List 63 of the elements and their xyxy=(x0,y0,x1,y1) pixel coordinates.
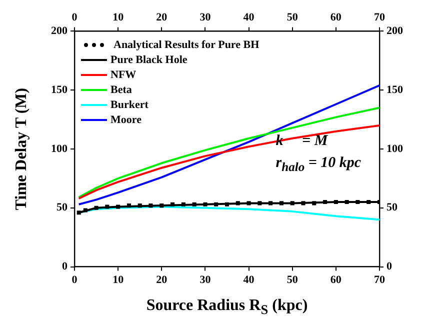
y2-tick-label: 0 xyxy=(386,260,392,273)
point xyxy=(83,208,88,212)
point xyxy=(94,206,98,210)
y-tick-label: 50 xyxy=(56,202,68,214)
legend-label: Beta xyxy=(110,84,132,96)
point xyxy=(76,210,81,215)
point xyxy=(214,202,218,206)
x2-tick-label: 60 xyxy=(330,11,342,24)
point xyxy=(344,200,349,204)
legend-label: Burkert xyxy=(110,98,148,111)
legend-label: Analytical Results for Pure BH xyxy=(114,38,260,51)
y-tick-label: 200 xyxy=(51,25,68,38)
annotation: r$_{halo}$ = 10 kpc xyxy=(276,154,362,174)
x-tick-label: 40 xyxy=(243,274,255,286)
point xyxy=(279,201,284,206)
y2-tick-label: 150 xyxy=(386,84,404,96)
x2-tick-label: 30 xyxy=(200,11,212,24)
point xyxy=(323,200,328,204)
point xyxy=(138,204,142,208)
x-tick-label: 60 xyxy=(330,274,342,286)
point xyxy=(105,204,110,209)
point xyxy=(116,204,120,209)
point xyxy=(334,200,338,204)
x2-tick-label: 50 xyxy=(286,11,298,24)
point xyxy=(301,201,306,206)
legend-label: Pure Black Hole xyxy=(110,54,188,66)
y-axis-title: Time Delay T (M) xyxy=(13,88,31,210)
point xyxy=(268,201,273,206)
point xyxy=(246,201,251,206)
y-tick-label: 100 xyxy=(51,142,68,155)
y2-tick-label: 200 xyxy=(386,25,404,38)
point xyxy=(258,201,262,206)
point xyxy=(203,202,208,206)
point xyxy=(192,202,196,206)
x-tick-label: 70 xyxy=(374,274,386,286)
y2-tick-label: 100 xyxy=(386,142,404,155)
point xyxy=(224,202,230,206)
point xyxy=(356,200,360,204)
point xyxy=(236,201,240,206)
point xyxy=(181,202,186,206)
legend-label: NFW xyxy=(110,68,136,81)
x2-tick-label: 70 xyxy=(374,11,386,24)
x-tick-label: 10 xyxy=(112,274,124,286)
point xyxy=(366,200,371,204)
x2-tick-label: 40 xyxy=(243,11,255,24)
y-tick-label: 150 xyxy=(51,84,68,96)
x-tick-label: 20 xyxy=(156,274,168,286)
x-axis-title: Source Radius R$_{S}$ (kpc) xyxy=(146,296,308,318)
point xyxy=(290,201,294,206)
point xyxy=(148,204,153,208)
x-tick-label: 0 xyxy=(72,274,78,286)
x-tick-label: 30 xyxy=(200,274,212,286)
point xyxy=(312,201,316,206)
x2-tick-label: 20 xyxy=(156,11,168,24)
y-tick-label: 0 xyxy=(62,260,68,273)
y2-tick-label: 50 xyxy=(386,202,398,214)
point xyxy=(170,202,175,206)
x-tick-label: 50 xyxy=(286,274,298,286)
x2-tick-label: 0 xyxy=(72,11,78,24)
x2-tick-label: 10 xyxy=(112,11,124,24)
legend-label: Moore xyxy=(110,114,142,126)
point xyxy=(126,204,131,208)
point xyxy=(160,204,164,208)
